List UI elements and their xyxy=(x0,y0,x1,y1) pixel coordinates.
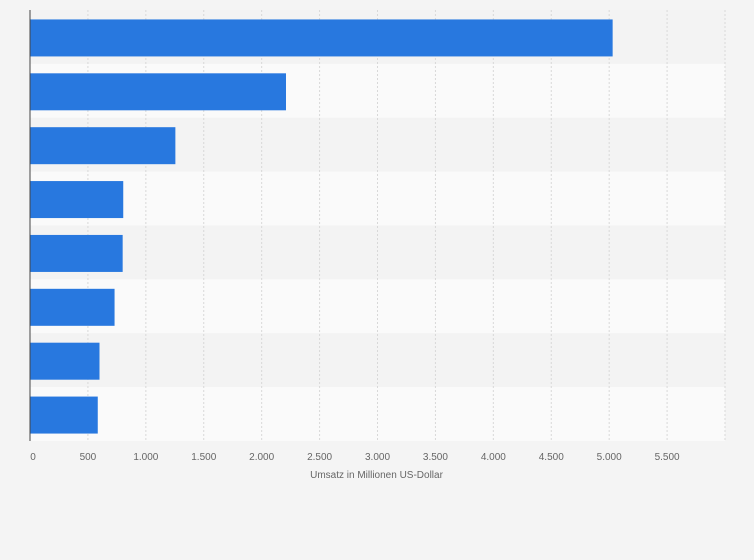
x-tick-label: 4.000 xyxy=(481,452,506,463)
x-tick-label: 5.500 xyxy=(655,452,680,463)
bar xyxy=(30,288,115,326)
bar xyxy=(30,342,100,380)
x-tick-label: 3.000 xyxy=(365,452,390,463)
bar xyxy=(30,396,98,434)
bar xyxy=(30,19,613,57)
x-tick-label: 5.000 xyxy=(597,452,622,463)
x-tick-label: 0 xyxy=(30,452,36,463)
x-tick-label: 2.000 xyxy=(249,452,274,463)
bar xyxy=(30,181,124,219)
x-axis-title: Umsatz in Millionen US-Dollar xyxy=(310,470,443,481)
bar xyxy=(30,234,123,272)
x-tick-label: 4.500 xyxy=(539,452,564,463)
x-tick-label: 3.500 xyxy=(423,452,448,463)
bar xyxy=(30,73,286,111)
x-tick-labels: 0 500 1.000 1.500 2.000 2.500 3.000 3.500 4.000 4… xyxy=(30,452,680,463)
x-tick-label: 1.500 xyxy=(191,452,216,463)
bars xyxy=(30,19,613,434)
x-tick-label: 1.000 xyxy=(133,452,158,463)
x-tick-label: 500 xyxy=(80,452,97,463)
x-tick-label: 2.500 xyxy=(307,452,332,463)
bar xyxy=(30,127,176,165)
